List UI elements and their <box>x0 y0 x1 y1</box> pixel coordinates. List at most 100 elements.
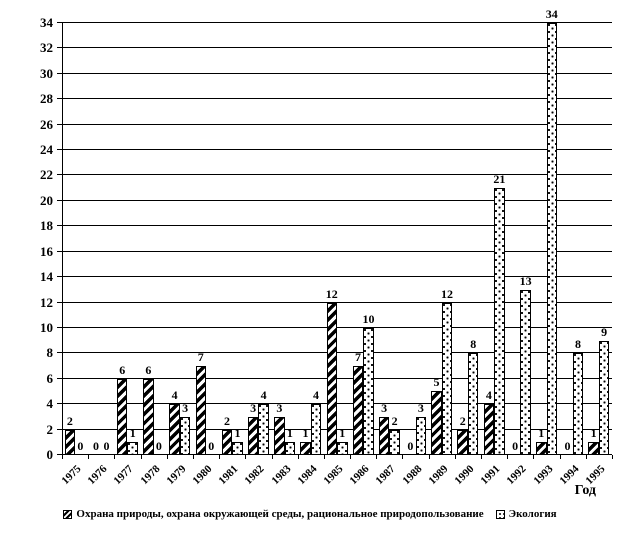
y-axis-tick-label: 0 <box>46 447 54 462</box>
bar-1979-series1 <box>169 404 180 455</box>
y-axis-tick-label: 8 <box>46 345 54 361</box>
bar-value-label: 8 <box>470 337 477 351</box>
x-axis-tick <box>297 455 299 459</box>
x-axis-title: Год <box>574 483 596 498</box>
x-axis-tick <box>533 455 535 459</box>
bar-value-label: 4 <box>260 388 267 402</box>
bar-1980-series1 <box>195 366 207 455</box>
bar-value-label: 3 <box>417 401 424 415</box>
x-axis-tick <box>88 455 90 459</box>
bar-value-label: 0 <box>512 439 519 453</box>
y-axis-tick <box>57 174 62 176</box>
legend-swatch-hatch-icon <box>63 509 73 519</box>
bar-value-label: 7 <box>354 350 361 364</box>
legend-label-series1: Охрана природы, охрана окружающей среды,… <box>76 508 484 520</box>
bar-value-label: 0 <box>564 439 571 453</box>
y-axis-tick <box>57 225 62 227</box>
gridline <box>62 301 612 303</box>
x-axis-tick <box>507 455 509 459</box>
y-axis-tick <box>57 199 62 201</box>
bar-value-label: 1 <box>234 426 241 440</box>
gridline <box>62 377 612 379</box>
bar-1984-series2 <box>310 404 322 455</box>
bar-1991-series2 <box>494 188 505 455</box>
x-axis-tick <box>323 455 325 459</box>
bar-1981-series1 <box>221 430 233 455</box>
gridline <box>62 149 612 151</box>
bar-1987-series1 <box>378 417 390 455</box>
bar-1982-series1 <box>247 417 259 455</box>
bar-value-label: 1 <box>590 426 597 440</box>
y-axis-tick-label: 2 <box>46 421 54 437</box>
y-axis-tick-label: 28 <box>40 91 53 107</box>
x-axis-tick <box>271 455 273 459</box>
gridline <box>62 352 612 354</box>
legend-swatch-dots-icon <box>495 509 505 519</box>
y-axis-tick <box>57 428 62 430</box>
x-axis-tick <box>559 455 561 459</box>
bar-value-label: 0 <box>407 439 414 453</box>
y-axis-tick <box>57 377 62 379</box>
bar-value-label: 1 <box>538 426 545 440</box>
y-axis-tick-label: 22 <box>40 167 53 183</box>
bar-value-label: 0 <box>103 439 110 453</box>
bar-1985-series1 <box>326 303 337 455</box>
y-axis-tick <box>57 98 62 100</box>
y-axis-tick <box>57 72 62 74</box>
x-axis-tick <box>612 455 613 459</box>
y-axis-tick <box>57 276 62 278</box>
gridline <box>62 72 612 74</box>
y-axis-tick <box>57 301 62 303</box>
y-axis-tick-label: 34 <box>40 15 53 30</box>
bar-value-label: 3 <box>276 401 283 415</box>
bar-value-label: 3 <box>250 401 257 415</box>
gridline <box>62 22 612 23</box>
gridline <box>62 428 612 430</box>
bar-1989-series1 <box>431 391 442 455</box>
bar-value-label: 13 <box>519 274 532 288</box>
bar-value-label: 2 <box>391 414 398 428</box>
bar-value-label: 1 <box>286 426 293 440</box>
bar-value-label: 2 <box>66 414 73 428</box>
bar-1992-series2 <box>520 290 531 455</box>
bar-value-label: 6 <box>119 363 126 377</box>
y-axis-tick-label: 26 <box>40 116 53 132</box>
bar-value-label: 6 <box>145 363 152 377</box>
bar-1991-series1 <box>483 404 495 455</box>
bar-value-label: 0 <box>208 439 215 453</box>
bar-value-label: 3 <box>381 401 388 415</box>
gridline <box>62 250 612 252</box>
bar-value-label: 12 <box>441 287 453 301</box>
gridline <box>62 199 612 201</box>
x-axis-tick <box>376 455 378 459</box>
x-axis-line <box>62 454 612 455</box>
legend: Охрана природы, охрана окружающей среды,… <box>0 508 620 520</box>
bar-1995-series2 <box>598 341 610 455</box>
y-axis-tick <box>57 47 62 49</box>
bar-1983-series1 <box>274 417 285 455</box>
bar-value-label: 5 <box>433 375 440 389</box>
bar-value-label: 2 <box>459 414 466 428</box>
y-axis-tick <box>57 454 62 455</box>
bar-value-label: 2 <box>223 414 230 428</box>
y-axis-tick-label: 32 <box>40 40 53 56</box>
y-axis-tick <box>57 149 62 151</box>
x-axis-tick <box>585 455 587 459</box>
y-axis-tick <box>57 326 62 328</box>
y-axis-tick <box>57 403 62 405</box>
y-axis-tick-label: 14 <box>40 269 53 285</box>
x-axis-tick <box>219 455 221 459</box>
bar-1993-series2 <box>546 23 558 455</box>
x-axis-tick <box>62 455 63 459</box>
y-axis-tick-label: 20 <box>40 192 53 208</box>
legend-label-series2: Экология <box>508 508 557 520</box>
x-axis-tick <box>114 455 116 459</box>
x-axis-tick <box>245 455 247 459</box>
bar-value-label: 21 <box>493 172 506 186</box>
bar-1978-series1 <box>143 379 154 455</box>
y-axis-tick <box>57 250 62 252</box>
bar-value-label: 1 <box>302 426 309 440</box>
y-axis-tick-label: 24 <box>40 142 53 158</box>
y-axis-tick-label: 30 <box>40 65 53 81</box>
